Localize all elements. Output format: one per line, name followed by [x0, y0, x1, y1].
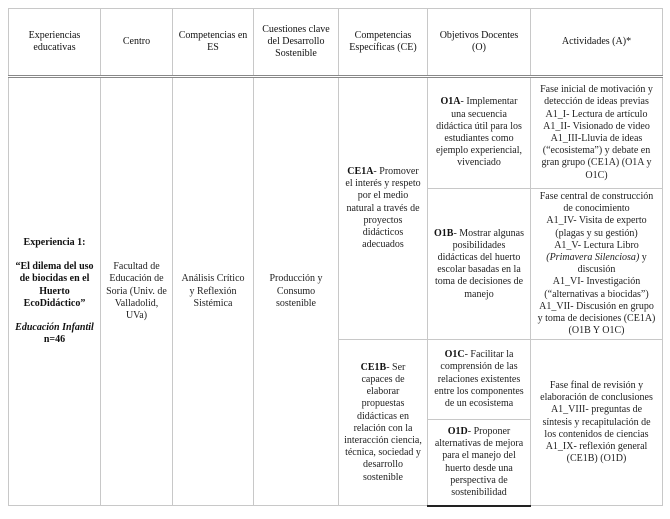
objetivo-code: O1D	[447, 425, 468, 437]
activity-line: A1_I- Lectura de artículo	[545, 108, 648, 120]
activity-line: A1_VIII- preguntas de síntesis y recapit…	[542, 404, 651, 440]
objetivo-cell-1c: O1C- Facilitar la comprensión de las rel…	[427, 339, 531, 421]
ce-cell-1b: CE1B- Ser capaces de elaborar propuestas…	[338, 339, 428, 507]
experience-cell: Experiencia 1: “El dilema del uso de bio…	[8, 75, 101, 507]
table-row: CE1B- Ser capaces de elaborar propuestas…	[9, 339, 663, 507]
objetivo-text: - Facilitar la comprensión de las relaci…	[434, 349, 524, 410]
table-row: O1D- Proponer alternativas de mejora par…	[9, 419, 663, 507]
header-actividades: Actividades (A)*	[530, 8, 663, 78]
objetivo-text: - Proponer alternativas de mejora para e…	[434, 425, 524, 498]
ce-text: - Ser capaces de elaborar propuestas did…	[344, 361, 422, 483]
activity-line: A1_VI- Investigación (“alternativas a bi…	[544, 276, 649, 300]
activity-line: A1_IV- Visita de experto (plagas y su ge…	[546, 215, 647, 239]
actividades-cell-3: Fase final de revisión y elaboración de …	[530, 339, 663, 507]
experience-n: n=46	[43, 334, 66, 346]
header-objetivos: Objetivos Docentes (O)	[427, 8, 531, 78]
ce-code: CE1A	[347, 165, 374, 177]
ce-code: CE1B	[360, 361, 387, 373]
educational-experience-table: Experiencias educativas Centro Competenc…	[8, 8, 663, 507]
objetivo-code: O1B	[434, 227, 454, 239]
table-row: Experiencia 1: “El dilema del uso de bio…	[8, 75, 663, 507]
objetivo-cell-1d: O1D- Proponer alternativas de mejora par…	[427, 419, 531, 507]
activity-line: Fase final de revisión y elaboración de …	[540, 380, 653, 404]
objetivo-text: - Implementar una secuencia didáctica út…	[435, 96, 523, 169]
header-centro: Centro	[100, 8, 173, 78]
ce-text: - Promover el interés y respeto por el m…	[345, 165, 421, 251]
book-title: Primavera Silenciosa	[549, 251, 636, 263]
cuestiones-cell: Producción y Consumo sostenible	[253, 75, 339, 507]
header-competencias-es: Competencias en ES	[172, 8, 254, 78]
competencias-es-cell: Análisis Crítico y Reflexión Sistémica	[172, 75, 254, 507]
ce-cell-1a: CE1A- Promover el interés y respeto por …	[338, 75, 428, 341]
objetivo-code: O1A	[440, 96, 461, 108]
centro-cell: Facultad de Educación de Soria (Univ. de…	[100, 75, 173, 507]
activity-line: A1_V- Lectura Libro	[554, 239, 639, 251]
activity-line: y discusión	[577, 251, 647, 276]
header-cuestiones: Cuestiones clave del Desarrollo Sostenib…	[253, 8, 339, 78]
activity-line: A1_II- Visionado de video	[543, 120, 650, 132]
header-ce: Competencias Específicas (CE)	[338, 8, 428, 78]
objetivo-cell-1a: O1A- Implementar una secuencia didáctica…	[427, 76, 531, 189]
activity-line: A1_IX- reflexión general (CE1B) (O1D)	[545, 441, 648, 465]
objetivo-text: - Mostrar algunas posibilidades didáctic…	[434, 227, 524, 300]
activity-line: Fase inicial de motivación y detección d…	[540, 84, 653, 108]
header-row: Experiencias educativas Centro Competenc…	[8, 8, 663, 78]
table-row: O1B- Mostrar algunas posibilidades didác…	[9, 187, 663, 341]
experience-title: “El dilema del uso de biocidas en el Hue…	[15, 261, 94, 309]
activity-line: A1_VII- Discusión en grupo y toma de dec…	[537, 300, 656, 337]
actividades-cell-1: Fase inicial de motivación y detección d…	[530, 76, 663, 189]
activity-line: A1_III-Lluvia de ideas (“ecosistema”) y …	[541, 133, 652, 181]
header-experiencias: Experiencias educativas	[8, 8, 101, 78]
activity-line: Fase central de construcción de conocimi…	[539, 191, 654, 215]
objetivo-cell-1b: O1B- Mostrar algunas posibilidades didác…	[427, 187, 531, 341]
experience-level: Educación Infantil	[15, 322, 94, 334]
actividades-cell-2: Fase central de construcción de conocimi…	[530, 187, 663, 341]
objetivo-code: O1C	[444, 349, 465, 361]
experience-label: Experiencia 1:	[23, 236, 86, 248]
